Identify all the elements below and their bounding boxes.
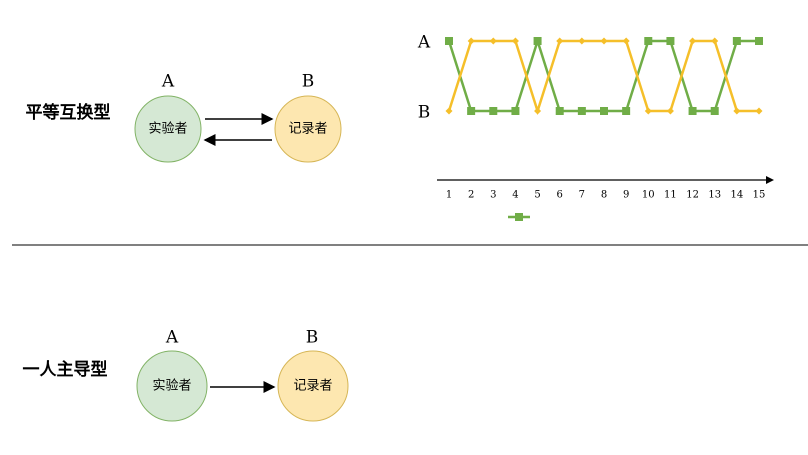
- x-axis-arrow: [766, 176, 774, 184]
- x-tick-label: 10: [642, 190, 655, 201]
- point: [622, 37, 630, 45]
- point: [577, 107, 586, 115]
- node-role: B: [306, 328, 319, 348]
- x-tick-label: 11: [664, 190, 677, 201]
- x-tick-label: 4: [512, 190, 518, 201]
- point: [467, 107, 476, 115]
- point: [711, 37, 719, 45]
- y-tick-label: B: [418, 103, 431, 123]
- node-label: 实验者: [148, 121, 187, 137]
- point: [445, 37, 453, 45]
- point: [755, 37, 763, 45]
- point: [511, 37, 519, 45]
- x-tick-label: 7: [579, 190, 585, 201]
- x-tick-label: 14: [730, 190, 743, 201]
- point: [644, 107, 652, 115]
- legend-marker: [515, 213, 523, 221]
- point: [689, 37, 697, 45]
- x-tick-label: 1: [446, 190, 452, 201]
- point: [556, 37, 564, 45]
- x-tick-label: 15: [753, 190, 766, 201]
- series-line: [447, 36, 759, 113]
- node: [274, 95, 342, 163]
- node: [136, 350, 208, 422]
- node-role: A: [161, 72, 175, 92]
- point: [733, 107, 741, 115]
- point: [600, 107, 608, 115]
- point: [755, 107, 763, 115]
- node: [277, 350, 349, 422]
- point: [688, 107, 697, 115]
- point: [489, 37, 497, 45]
- point: [622, 107, 631, 115]
- point: [445, 107, 453, 115]
- point: [644, 37, 653, 45]
- panel-label: 平等互换型: [26, 102, 111, 123]
- point: [555, 107, 564, 115]
- node-role: B: [302, 72, 315, 92]
- point: [533, 37, 542, 45]
- point: [489, 107, 498, 115]
- point: [534, 107, 542, 115]
- x-tick-label: 12: [686, 190, 699, 201]
- point: [467, 37, 475, 45]
- point: [732, 37, 741, 45]
- point: [710, 107, 719, 115]
- x-tick-label: 8: [601, 190, 607, 201]
- x-tick-label: 13: [708, 190, 721, 201]
- node: [134, 95, 202, 163]
- point: [600, 37, 608, 45]
- y-tick-label: A: [417, 33, 431, 53]
- point: [578, 37, 586, 45]
- panel-label: 一人主导型: [23, 359, 108, 380]
- node-label: 实验者: [152, 378, 191, 394]
- x-tick-label: 3: [490, 190, 496, 201]
- x-tick-label: 5: [534, 190, 540, 201]
- x-tick-label: 6: [557, 190, 563, 201]
- point: [666, 107, 674, 115]
- point: [511, 107, 520, 115]
- node-label: 记录者: [288, 122, 327, 137]
- node-role: A: [165, 328, 179, 348]
- point: [666, 37, 675, 45]
- x-tick-label: 2: [468, 190, 474, 201]
- node-label: 记录者: [293, 379, 332, 394]
- series-line: [447, 39, 759, 116]
- x-tick-label: 9: [623, 190, 629, 201]
